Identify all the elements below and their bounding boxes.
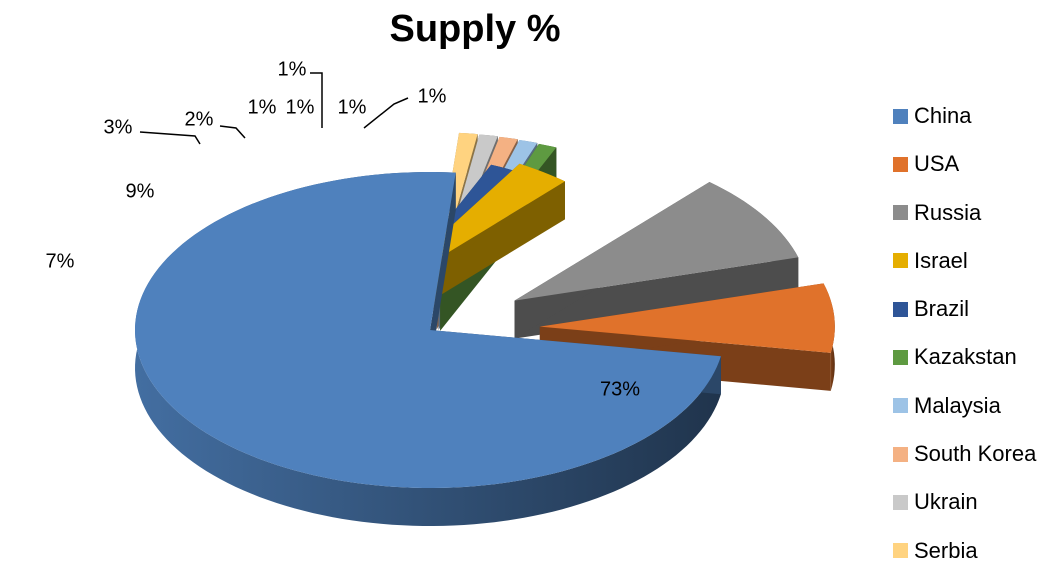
legend-swatch — [893, 349, 908, 365]
legend-label: Israel — [914, 247, 968, 273]
legend-item-malaysia: Malaysia — [893, 392, 1036, 418]
legend-swatch — [893, 494, 908, 510]
leader-line-israel — [139, 131, 201, 145]
legend-label: Brazil — [914, 296, 970, 322]
legend: China USA Russia Israel Brazil Kazakstan Malay… — [893, 103, 1037, 587]
legend-item-china: China — [893, 103, 1036, 128]
legend-swatch — [893, 543, 908, 559]
legend-item-usa: USA — [893, 151, 1036, 177]
legend-swatch — [893, 398, 908, 414]
leader-line-brazil — [219, 125, 246, 139]
legend-label: Malaysia — [914, 392, 1001, 418]
legend-swatch — [893, 446, 908, 462]
legend-swatch — [893, 301, 908, 317]
data-label-serbia: 1% — [418, 85, 447, 107]
data-label-malaysia: 1% — [286, 96, 315, 118]
data-label-kazakstan: 1% — [248, 96, 277, 118]
legend-swatch — [893, 156, 908, 172]
legend-label: USA — [914, 151, 960, 177]
slice-russia — [514, 182, 799, 339]
legend-label: China — [914, 103, 972, 128]
legend-item-kazakstan: Kazakstan — [893, 344, 1036, 370]
legend-swatch — [893, 253, 908, 269]
pie-plot-area: 73%7%9%3% 2%1% 1%1%1% 1% — [46, 58, 835, 526]
legend-item-israel: Israel — [893, 247, 1036, 273]
leader-line-south-korea — [310, 72, 323, 128]
data-label-brazil: 2% — [185, 108, 214, 130]
legend-item-russia: Russia — [893, 199, 1036, 225]
data-label-israel: 3% — [104, 116, 133, 138]
legend-label: Serbia — [914, 537, 978, 563]
chart-title: Supply % — [389, 8, 561, 50]
legend-label: Russia — [914, 199, 982, 225]
legend-label: South Korea — [914, 441, 1037, 467]
data-label-russia: 9% — [126, 180, 155, 202]
leader-line-serbia — [363, 97, 409, 129]
legend-item-serbia: Serbia — [893, 537, 1036, 563]
data-label-south-korea: 1% — [278, 58, 307, 80]
data-label-china: 73% — [600, 378, 640, 400]
slice-china — [135, 172, 721, 526]
legend-label: Ukrain — [914, 489, 978, 515]
legend-item-brazil: Brazil — [893, 296, 1036, 322]
legend-item-south-korea: South Korea — [893, 441, 1037, 467]
data-label-ukrain: 1% — [338, 96, 367, 118]
legend-swatch — [893, 205, 908, 221]
legend-swatch — [893, 108, 908, 124]
legend-label: Kazakstan — [914, 344, 1017, 370]
data-label-usa: 7% — [46, 250, 75, 272]
legend-item-ukrain: Ukrain — [893, 489, 1036, 515]
